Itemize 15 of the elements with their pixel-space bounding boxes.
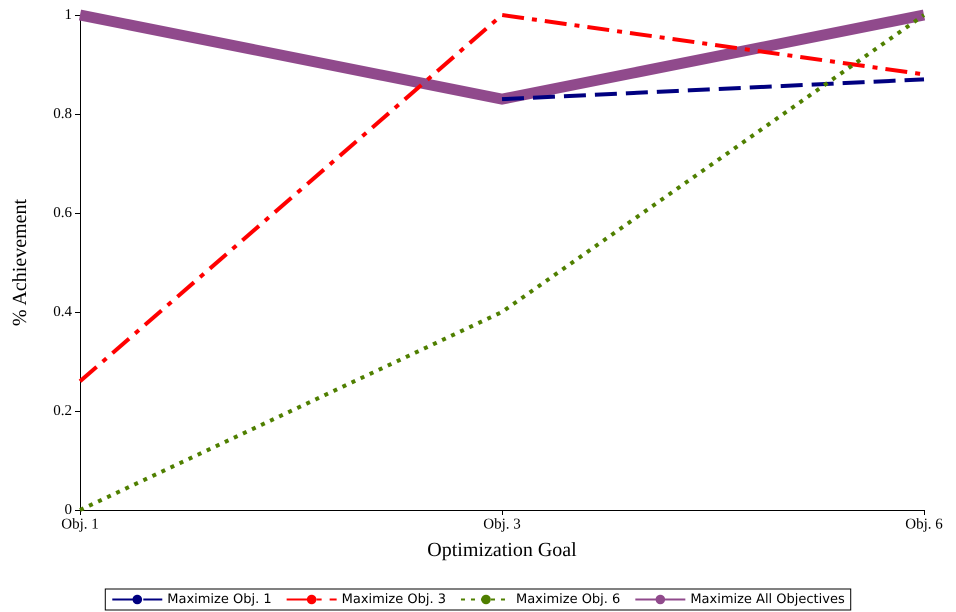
x-tick-label: Obj. 3 (483, 516, 521, 532)
y-tick-label: 0.6 (53, 205, 72, 221)
legend-label: Maximize Obj. 1 (167, 592, 272, 607)
y-tick-label: 0.4 (53, 304, 72, 320)
x-tick-label: Obj. 1 (61, 516, 99, 532)
x-tick-label: Obj. 6 (905, 516, 944, 532)
y-tick-label: 1 (64, 7, 72, 23)
y-axis-title: % Achievement (9, 198, 31, 326)
x-axis-title: Optimization Goal (427, 539, 578, 561)
y-tick-label: 0 (64, 502, 72, 518)
y-tick-label: 0.2 (53, 403, 72, 419)
legend-label: Maximize Obj. 3 (342, 592, 446, 607)
legend-label: Maximize Obj. 6 (516, 592, 620, 607)
y-tick-label: 0.8 (53, 106, 72, 122)
legend-label: Maximize All Objectives (690, 592, 845, 607)
